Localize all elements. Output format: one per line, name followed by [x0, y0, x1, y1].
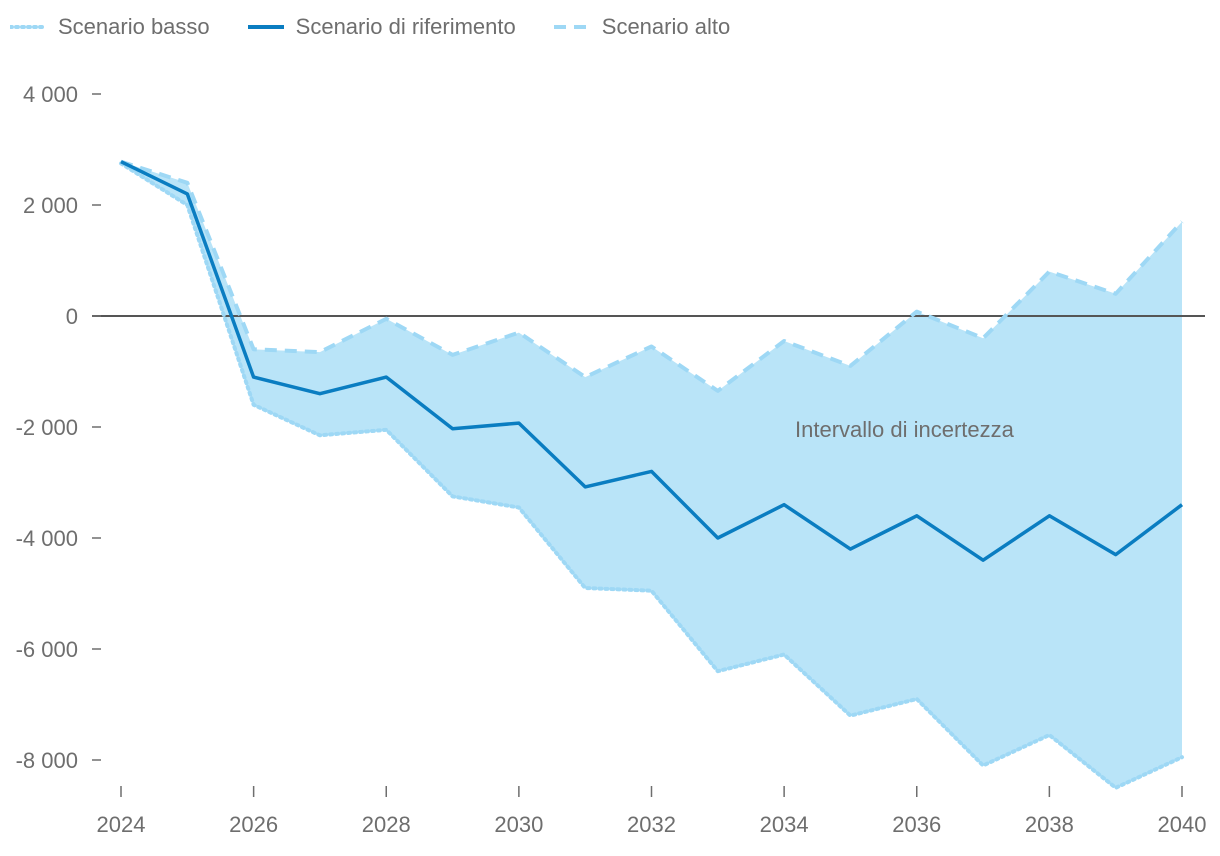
series-line-scenario-riferimento [120, 160, 1184, 562]
series-line-scenario-alto [120, 159, 1184, 393]
legend-item-scenario-riferimento[interactable]: Scenario di riferimento [247, 14, 516, 40]
legend-swatch-solid [247, 25, 284, 29]
y-tick-label: 4 000 [23, 82, 78, 107]
legend-item-scenario-basso[interactable]: Scenario basso [10, 14, 210, 40]
band-annotation: Intervallo di incertezza [795, 417, 1015, 442]
legend-label-scenario-alto: Scenario alto [601, 14, 731, 39]
y-tick-label: 0 [66, 304, 78, 329]
x-tick-label: 2024 [97, 812, 146, 837]
series-line-scenario-basso [119, 161, 1184, 790]
legend-swatch-dashed [553, 25, 590, 29]
x-tick-label: 2040 [1158, 812, 1207, 837]
uncertainty-band [121, 161, 1182, 788]
legend-label-scenario-basso: Scenario basso [58, 14, 210, 39]
x-tick-label: 2030 [494, 812, 543, 837]
y-tick-label: -6 000 [16, 637, 78, 662]
legend-label-scenario-riferimento: Scenario di riferimento [295, 14, 516, 39]
y-tick-label: -2 000 [16, 415, 78, 440]
legend-swatch-dotted [10, 25, 46, 29]
y-tick-label: -8 000 [16, 748, 78, 773]
legend-item-scenario-alto[interactable]: Scenario alto [553, 14, 731, 40]
x-tick-label: 2034 [760, 812, 809, 837]
y-tick-label: 2 000 [23, 193, 78, 218]
x-tick-label: 2036 [892, 812, 941, 837]
x-tick-label: 2032 [627, 812, 676, 837]
x-tick-label: 2026 [229, 812, 278, 837]
y-tick-label: -4 000 [16, 526, 78, 551]
legend: Scenario basso Scenario di riferimento S… [10, 12, 768, 42]
x-tick-label: 2038 [1025, 812, 1074, 837]
x-tick-label: 2028 [362, 812, 411, 837]
